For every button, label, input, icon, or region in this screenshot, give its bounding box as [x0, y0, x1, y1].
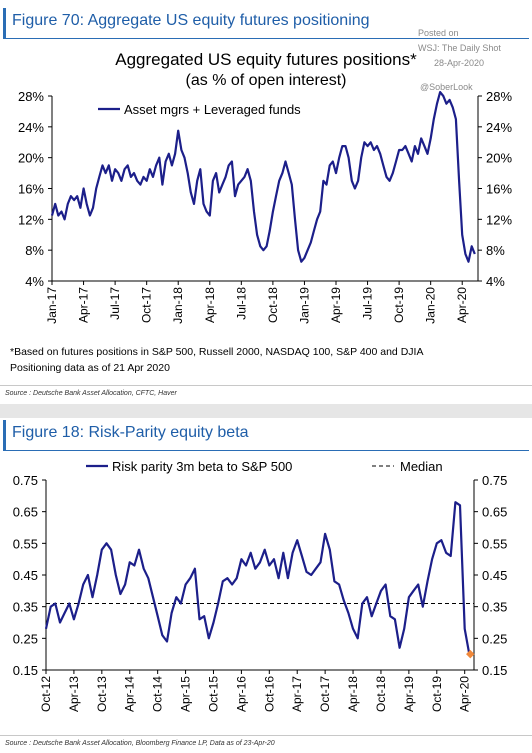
chart-1-right-y-tick-label: 28% — [486, 89, 512, 104]
chart-2-x-tick-label: Apr-13 — [67, 676, 81, 712]
chart-2-x-tick-label: Oct-18 — [374, 676, 388, 712]
chart-2-right-y-tick-label: 0.65 — [482, 505, 507, 520]
chart-2-right-y-tick-label: 0.35 — [482, 600, 507, 615]
figure-18-title: Figure 18: Risk-Parity equity beta — [12, 424, 249, 441]
chart-2-plot: 0.15 0.15 0.25 0.25 0.35 0.35 0.45 0.45 0.55 0.55… — [13, 459, 508, 712]
chart-1-x-tick-label: Jan-20 — [424, 287, 438, 324]
chart-2-left-y-tick-label: 0.55 — [13, 536, 38, 551]
chart-1-left-y-tick-label: 24% — [18, 120, 44, 135]
chart-1-footnote-1: *Based on futures positions in S&P 500, … — [10, 346, 424, 358]
chart-1-x-tick-label: Jul-19 — [361, 287, 375, 320]
chart-1-legend-label: Asset mgrs + Leveraged funds — [124, 102, 301, 117]
chart-2-right-y-tick-label: 0.75 — [482, 473, 507, 488]
chart-1-left-y-tick-label: 20% — [18, 151, 44, 166]
chart-2-x-tick-label: Apr-16 — [234, 676, 248, 712]
chart-1-x-tick-label: Apr-19 — [329, 287, 343, 323]
chart-1-x-tick-label: Jul-17 — [108, 287, 122, 320]
chart-1-x-tick-label: Apr-20 — [455, 287, 469, 323]
chart-1-right-y-tick-label: 4% — [486, 274, 505, 289]
chart-2-last-point-marker — [466, 649, 475, 659]
chart-2-x-tick-label: Oct-19 — [430, 676, 444, 712]
chart-2-right-y-tick-label: 0.45 — [482, 568, 507, 583]
figure-70-panel: Figure 70: Aggregate US equity futures p… — [0, 8, 532, 397]
chart-2-x-tick-label: Oct-16 — [262, 676, 276, 712]
chart-1-right-y-tick-label: 12% — [486, 212, 512, 227]
chart-1-x-tick-label: Apr-18 — [203, 287, 217, 323]
chart-2-left-y-tick-label: 0.35 — [13, 600, 38, 615]
chart-1-x-tick-label: Oct-19 — [392, 287, 406, 323]
chart-1-footnote-2: Positioning data as of 21 Apr 2020 — [10, 362, 170, 374]
chart-2-series-line — [44, 501, 471, 655]
chart-1-right-y-tick-label: 20% — [486, 151, 512, 166]
chart-1-source-rule — [0, 385, 532, 386]
chart-1-left-y-tick-label: 28% — [18, 89, 44, 104]
chart-1-plot: 4% 4% 8% 8% 12% 12% 16% 16% 20% 20% 24% 24% 28% 28% Ja… — [18, 89, 512, 324]
chart-2-x-tick-label: Apr-18 — [346, 676, 360, 712]
chart-2-right-y-tick-label: 0.25 — [482, 631, 507, 646]
chart-1-x-tick-label: Jan-18 — [171, 287, 185, 324]
chart-2-x-tick-label: Apr-15 — [179, 676, 193, 712]
chart-2-legend-label: Risk parity 3m beta to S&P 500 — [112, 459, 292, 474]
chart-2-x-tick-label: Oct-13 — [95, 676, 109, 712]
chart-1-source: Source : Deutsche Bank Asset Allocation,… — [5, 390, 177, 397]
chart-2-x-tick-label: Apr-19 — [402, 676, 416, 712]
chart-2-x-tick-label: Oct-14 — [151, 676, 165, 712]
chart-1-x-tick-label: Jan-19 — [297, 287, 311, 324]
chart-2-source: Source : Deutsche Bank Asset Allocation,… — [5, 740, 275, 747]
chart-1-left-y-tick-label: 4% — [25, 274, 44, 289]
watermark-line-3: 28-Apr-2020 — [434, 58, 485, 68]
chart-1-series-line — [50, 90, 476, 263]
chart-2-left-y-tick-label: 0.15 — [13, 663, 38, 678]
chart-1-right-y-tick-label: 8% — [486, 243, 505, 258]
chart-1-left-y-tick-label: 16% — [18, 182, 44, 197]
figure-18-header: Figure 18: Risk-Parity equity beta — [3, 420, 529, 451]
watermark-handle: @SoberLook — [420, 82, 473, 92]
chart-2-x-tick-label: Apr-14 — [123, 676, 137, 712]
chart-2-x-tick-label: Apr-20 — [458, 676, 472, 712]
chart-2-x-tick-label: Oct-12 — [39, 676, 53, 712]
chart-2-x-tick-label: Apr-17 — [290, 676, 304, 712]
chart-2-left-y-tick-label: 0.25 — [13, 631, 38, 646]
chart-1-right-y-tick-label: 24% — [486, 120, 512, 135]
chart-1-left-y-tick-label: 12% — [18, 212, 44, 227]
figure-70-title: Figure 70: Aggregate US equity futures p… — [12, 12, 370, 29]
chart-2-x-tick-label: Oct-17 — [318, 676, 332, 712]
watermark-line-2: WSJ: The Daily Shot — [418, 43, 501, 53]
chart-1-left-y-tick-label: 8% — [25, 243, 44, 258]
chart-2-right-y-tick-label: 0.15 — [482, 663, 507, 678]
panel-separator — [0, 404, 532, 418]
chart-1-x-tick-label: Apr-17 — [77, 287, 91, 323]
chart-2-right-y-tick-label: 0.55 — [482, 536, 507, 551]
chart-2-left-y-tick-label: 0.75 — [13, 473, 38, 488]
chart-2-left-y-tick-label: 0.45 — [13, 568, 38, 583]
chart-2-x-tick-label: Oct-15 — [206, 676, 220, 712]
chart-1-x-tick-label: Jan-17 — [45, 287, 59, 324]
figure-70-header: Figure 70: Aggregate US equity futures p… — [3, 8, 529, 39]
chart-2-legend-median-label: Median — [400, 459, 443, 474]
chart-2-source-rule — [0, 735, 532, 736]
chart-1-title: Aggregated US equity futures positions* — [115, 50, 417, 69]
figure-18-panel: Figure 18: Risk-Parity equity beta 0.15 0… — [0, 418, 532, 753]
chart-1-x-tick-label: Oct-17 — [140, 287, 154, 323]
chart-1-right-y-tick-label: 16% — [486, 182, 512, 197]
chart-2-left-y-tick-label: 0.65 — [13, 505, 38, 520]
watermark-line-1: Posted on — [418, 28, 459, 38]
chart-1-x-tick-label: Jul-18 — [234, 287, 248, 320]
chart-1-subtitle: (as % of open interest) — [185, 72, 347, 89]
chart-1-x-tick-label: Oct-18 — [266, 287, 280, 323]
